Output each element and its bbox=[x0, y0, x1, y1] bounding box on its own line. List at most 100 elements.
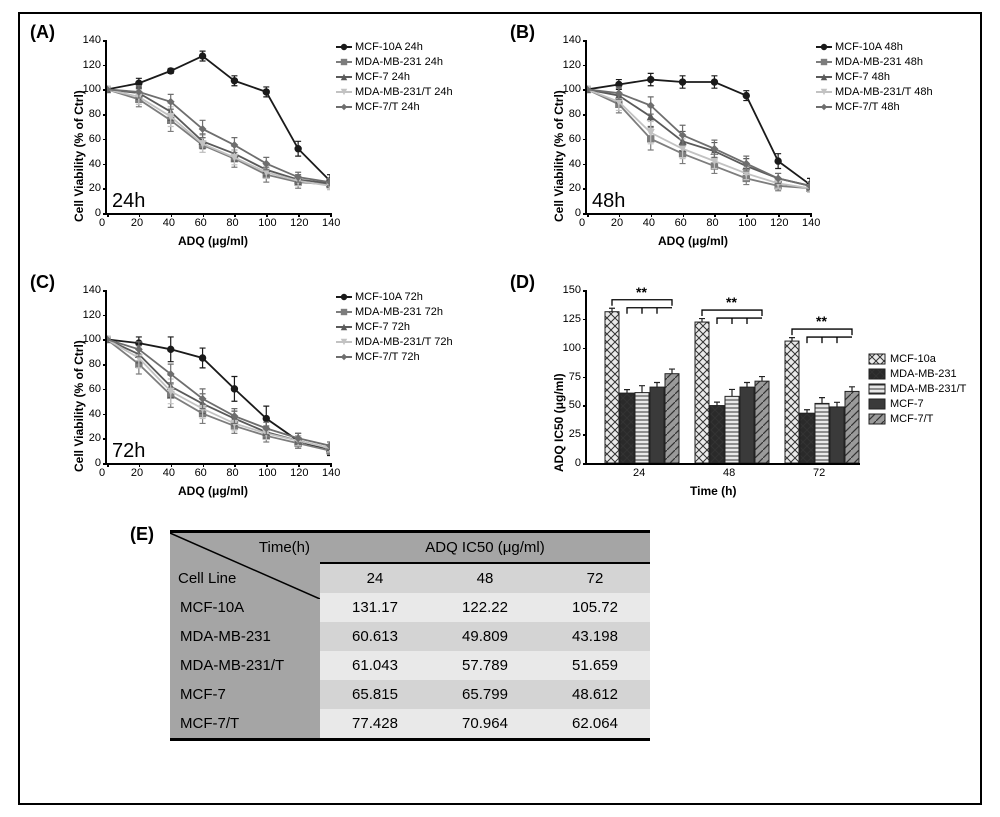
ytick: 120 bbox=[553, 59, 581, 71]
cell: 65.815 bbox=[320, 680, 430, 709]
legend-label: MDA-MB-231/T 24h bbox=[355, 85, 453, 99]
row-label: MCF-7/T bbox=[170, 709, 320, 738]
table-row: MDA-MB-23160.61349.80943.198 bbox=[170, 622, 650, 651]
ytick: 140 bbox=[553, 34, 581, 46]
panel-a: (A) Cell Viability (% of Ctrl) 020406080… bbox=[30, 22, 500, 262]
ytick: 20 bbox=[553, 182, 581, 194]
panel-d-legend: MCF-10aMDA-MB-231MDA-MB-231/TMCF-7MCF-7/… bbox=[868, 352, 966, 427]
xtick: 60 bbox=[195, 217, 207, 229]
ytick: 20 bbox=[73, 432, 101, 444]
legend-item: MCF-7 bbox=[868, 397, 966, 411]
corner-bottom: Cell Line bbox=[178, 570, 236, 587]
ytick: 0 bbox=[553, 207, 581, 219]
xtick: 140 bbox=[322, 467, 340, 479]
xtick: 24 bbox=[633, 467, 645, 479]
ytick: 125 bbox=[553, 313, 581, 325]
ytick: 60 bbox=[73, 383, 101, 395]
ytick: 100 bbox=[553, 342, 581, 354]
legend-item: MDA-MB-231 bbox=[868, 367, 966, 381]
cell: 60.613 bbox=[320, 622, 430, 651]
legend-item: MCF-7 48h bbox=[816, 70, 933, 84]
cell: 51.659 bbox=[540, 651, 650, 680]
cell: 49.809 bbox=[430, 622, 540, 651]
panel-d-chart: 025507510012515024**48**72** bbox=[585, 290, 860, 465]
legend-item: MDA-MB-231/T 48h bbox=[816, 85, 933, 99]
ytick: 120 bbox=[73, 59, 101, 71]
legend-item: MDA-MB-231/T 72h bbox=[336, 335, 453, 349]
legend-label: MCF-7/T 24h bbox=[355, 100, 420, 114]
ytick: 50 bbox=[553, 399, 581, 411]
cell: 65.799 bbox=[430, 680, 540, 709]
panel-a-label: (A) bbox=[30, 22, 55, 43]
ytick: 0 bbox=[73, 207, 101, 219]
xtick: 100 bbox=[738, 217, 756, 229]
ytick: 80 bbox=[73, 108, 101, 120]
panel-c-xlabel: ADQ (μg/ml) bbox=[178, 484, 248, 498]
col-header: 48 bbox=[430, 563, 540, 593]
xtick: 120 bbox=[770, 217, 788, 229]
legend-label: MDA-MB-231/T 48h bbox=[835, 85, 933, 99]
col-header: 24 bbox=[320, 563, 430, 593]
row-label: MDA-MB-231 bbox=[170, 622, 320, 651]
xtick: 140 bbox=[802, 217, 820, 229]
cell: 122.22 bbox=[430, 593, 540, 622]
legend-label: MCF-7 48h bbox=[835, 70, 890, 84]
xtick: 20 bbox=[131, 217, 143, 229]
ytick: 100 bbox=[73, 333, 101, 345]
legend-item: MCF-10A 48h bbox=[816, 40, 933, 54]
legend-item: MCF-7 24h bbox=[336, 70, 453, 84]
xtick: 48 bbox=[723, 467, 735, 479]
xtick: 40 bbox=[163, 467, 175, 479]
panel-a-xlabel: ADQ (μg/ml) bbox=[178, 234, 248, 248]
table-title: ADQ IC50 (μg/ml) bbox=[320, 533, 650, 563]
ytick: 20 bbox=[73, 182, 101, 194]
ytick: 100 bbox=[73, 83, 101, 95]
table-row: MCF-7/T77.42870.96462.064 bbox=[170, 709, 650, 738]
cell: 57.789 bbox=[430, 651, 540, 680]
panel-b-chart: 020406080100120140020406080100120140 bbox=[585, 40, 810, 215]
panel-b-inset: 48h bbox=[592, 190, 625, 213]
cell: 48.612 bbox=[540, 680, 650, 709]
legend-item: MCF-7/T bbox=[868, 412, 966, 426]
ic50-table: Time(h) Cell Line ADQ IC50 (μg/ml)244872… bbox=[170, 533, 650, 738]
xtick: 140 bbox=[322, 217, 340, 229]
table-row: MCF-765.81565.79948.612 bbox=[170, 680, 650, 709]
xtick: 120 bbox=[290, 467, 308, 479]
legend-item: MCF-7/T 48h bbox=[816, 100, 933, 114]
panel-b-legend: MCF-10A 48hMDA-MB-231 48hMCF-7 48hMDA-MB… bbox=[816, 40, 933, 115]
ytick: 0 bbox=[553, 457, 581, 469]
row-label: MDA-MB-231/T bbox=[170, 651, 320, 680]
legend-label: MDA-MB-231/T 72h bbox=[355, 335, 453, 349]
panel-e-label: (E) bbox=[130, 524, 154, 545]
xtick: 60 bbox=[195, 467, 207, 479]
ytick: 25 bbox=[553, 428, 581, 440]
legend-label: MDA-MB-231 bbox=[890, 367, 957, 381]
xtick: 60 bbox=[675, 217, 687, 229]
cell: 61.043 bbox=[320, 651, 430, 680]
xtick: 100 bbox=[258, 217, 276, 229]
panel-c-inset: 72h bbox=[112, 440, 145, 463]
legend-label: MDA-MB-231 24h bbox=[355, 55, 443, 69]
panel-c-chart: 020406080100120140020406080100120140 bbox=[105, 290, 330, 465]
cell: 131.17 bbox=[320, 593, 430, 622]
xtick: 0 bbox=[99, 217, 105, 229]
legend-item: MCF-7 72h bbox=[336, 320, 453, 334]
table-corner: Time(h) Cell Line bbox=[170, 533, 320, 593]
legend-label: MCF-10A 48h bbox=[835, 40, 903, 54]
xtick: 80 bbox=[226, 467, 238, 479]
ytick: 40 bbox=[73, 158, 101, 170]
panel-a-legend: MCF-10A 24hMDA-MB-231 24hMCF-7 24hMDA-MB… bbox=[336, 40, 453, 115]
legend-item: MCF-7/T 72h bbox=[336, 350, 453, 364]
cell: 77.428 bbox=[320, 709, 430, 738]
panel-b-xlabel: ADQ (μg/ml) bbox=[658, 234, 728, 248]
col-header: 72 bbox=[540, 563, 650, 593]
panel-b: (B) Cell Viability (% of Ctrl) 020406080… bbox=[510, 22, 980, 262]
xtick: 0 bbox=[579, 217, 585, 229]
ytick: 120 bbox=[73, 309, 101, 321]
legend-label: MCF-10a bbox=[890, 352, 936, 366]
ytick: 40 bbox=[553, 158, 581, 170]
legend-item: MDA-MB-231 48h bbox=[816, 55, 933, 69]
legend-label: MCF-7 bbox=[890, 397, 924, 411]
ytick: 100 bbox=[553, 83, 581, 95]
panel-d-label: (D) bbox=[510, 272, 535, 293]
